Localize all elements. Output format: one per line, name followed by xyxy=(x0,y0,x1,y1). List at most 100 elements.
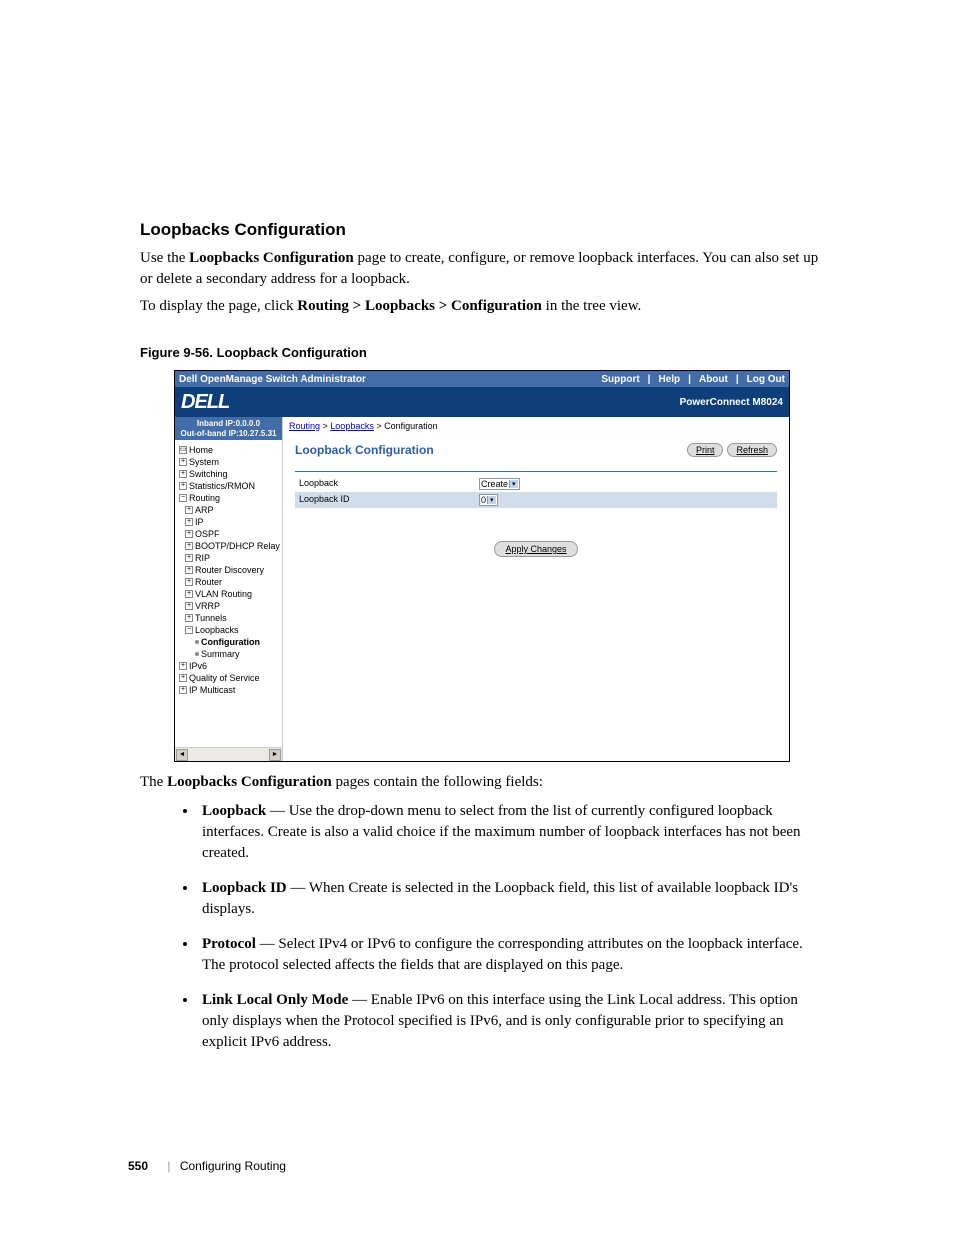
logo-bar: DELL PowerConnect M8024 xyxy=(175,387,789,417)
outband-ip: Out-of-band IP:10.27.5.31 xyxy=(176,429,281,439)
field-desc: — Select IPv4 or IPv6 to configure the c… xyxy=(202,936,803,973)
breadcrumb: Routing > Loopbacks > Configuration xyxy=(283,417,789,435)
text-bold: Loopbacks Configuration xyxy=(189,250,354,266)
expand-icon: + xyxy=(185,530,193,538)
expand-icon: + xyxy=(185,578,193,586)
select-loopback-id[interactable]: 0 ▾ xyxy=(479,494,498,506)
tree-stats[interactable]: +Statistics/RMON xyxy=(179,480,280,492)
expand-icon: + xyxy=(185,542,193,550)
breadcrumb-routing[interactable]: Routing xyxy=(289,421,320,431)
tree-routerdisc[interactable]: +Router Discovery xyxy=(179,564,280,576)
field-term: Protocol xyxy=(202,936,256,952)
tree-ipmulti[interactable]: +IP Multicast xyxy=(179,684,280,696)
tree-label: BOOTP/DHCP Relay Ag xyxy=(195,541,282,551)
ip-panel: Inband IP:0.0.0.0 Out-of-band IP:10.27.5… xyxy=(175,417,282,440)
tree-home[interactable]: ▭Home xyxy=(179,444,280,456)
tree-router[interactable]: +Router xyxy=(179,576,280,588)
tree-switching[interactable]: +Switching xyxy=(179,468,280,480)
refresh-button[interactable]: Refresh xyxy=(727,443,777,457)
text: in the tree view. xyxy=(542,298,641,314)
tree-label: IP xyxy=(195,517,204,527)
intro-paragraph-2: To display the page, click Routing > Loo… xyxy=(140,296,824,317)
field-item: Loopback — Use the drop-down menu to sel… xyxy=(198,801,824,864)
tree-label: Tunnels xyxy=(195,613,227,623)
tree-tunnels[interactable]: +Tunnels xyxy=(179,612,280,624)
leaf-icon xyxy=(195,640,199,644)
tree-label: Statistics/RMON xyxy=(189,481,255,491)
chapter-title: Configuring Routing xyxy=(180,1159,286,1173)
chevron-down-icon: ▾ xyxy=(509,480,518,488)
inband-ip: Inband IP:0.0.0.0 xyxy=(176,419,281,429)
tree-ipv6[interactable]: +IPv6 xyxy=(179,660,280,672)
tree-rip[interactable]: +RIP xyxy=(179,552,280,564)
breadcrumb-loopbacks[interactable]: Loopbacks xyxy=(330,421,374,431)
intro-paragraph-1: Use the Loopbacks Configuration page to … xyxy=(140,248,824,290)
label-loopback-id: Loopback ID xyxy=(299,494,479,506)
tree-vlanrouting[interactable]: +VLAN Routing xyxy=(179,588,280,600)
select-loopback[interactable]: Create ▾ xyxy=(479,478,520,490)
expand-icon: + xyxy=(179,482,187,490)
expand-icon: + xyxy=(185,590,193,598)
tree-system[interactable]: +System xyxy=(179,456,280,468)
text-bold: Routing > Loopbacks > Configuration xyxy=(297,298,542,314)
app-title: Dell OpenManage Switch Administrator xyxy=(179,374,366,385)
field-item: Loopback ID — When Create is selected in… xyxy=(198,878,824,920)
tree-label: VLAN Routing xyxy=(195,589,252,599)
tree-label: IP Multicast xyxy=(189,685,235,695)
text: The xyxy=(140,774,167,790)
footer-separator: | xyxy=(167,1159,170,1173)
divider: | xyxy=(736,374,739,385)
select-value: Create xyxy=(481,479,508,489)
tree-ip[interactable]: +IP xyxy=(179,516,280,528)
section-heading: Loopbacks Configuration xyxy=(140,220,824,240)
chevron-down-icon: ▾ xyxy=(487,496,496,504)
field-desc: — Use the drop-down menu to select from … xyxy=(202,803,801,861)
tree-loopbacks[interactable]: −Loopbacks xyxy=(179,624,280,636)
field-item: Link Local Only Mode — Enable IPv6 on th… xyxy=(198,990,824,1053)
tree-bootp[interactable]: +BOOTP/DHCP Relay Ag xyxy=(179,540,280,552)
scroll-right-icon[interactable]: ► xyxy=(269,749,281,761)
tree-routing[interactable]: −Routing xyxy=(179,492,280,504)
print-button[interactable]: Print xyxy=(687,443,724,457)
leaf-icon xyxy=(195,652,199,656)
expand-icon: + xyxy=(179,458,187,466)
apply-changes-button[interactable]: Apply Changes xyxy=(494,541,577,557)
screenshot-figure: Dell OpenManage Switch Administrator Sup… xyxy=(174,370,790,762)
tree-label: Quality of Service xyxy=(189,673,260,683)
tree-configuration[interactable]: Configuration xyxy=(179,636,280,648)
text: To display the page, click xyxy=(140,298,297,314)
tree-label: Loopbacks xyxy=(195,625,239,635)
expand-icon: + xyxy=(179,662,187,670)
dell-logo: DELL xyxy=(181,391,229,414)
app-titlebar: Dell OpenManage Switch Administrator Sup… xyxy=(175,371,789,387)
tree-label: Configuration xyxy=(201,637,260,647)
expand-icon: + xyxy=(185,614,193,622)
page-footer: 550 | Configuring Routing xyxy=(128,1159,286,1173)
tree-vrrp[interactable]: +VRRP xyxy=(179,600,280,612)
tree-label: Switching xyxy=(189,469,228,479)
divider: | xyxy=(688,374,691,385)
about-link[interactable]: About xyxy=(699,374,728,385)
tree-ospf[interactable]: +OSPF xyxy=(179,528,280,540)
after-paragraph: The Loopbacks Configuration pages contai… xyxy=(140,772,824,793)
expand-icon: + xyxy=(185,602,193,610)
expand-icon: + xyxy=(179,686,187,694)
expand-icon: + xyxy=(185,518,193,526)
logout-link[interactable]: Log Out xyxy=(747,374,785,385)
tree-label: Router xyxy=(195,577,222,587)
tree-summary[interactable]: Summary xyxy=(179,648,280,660)
form-table: Loopback Create ▾ Loopback ID 0 ▾ xyxy=(295,471,777,508)
field-item: Protocol — Select IPv4 or IPv6 to config… xyxy=(198,934,824,976)
support-link[interactable]: Support xyxy=(601,374,639,385)
breadcrumb-current: Configuration xyxy=(384,421,438,431)
help-link[interactable]: Help xyxy=(658,374,680,385)
nav-tree: ▭Home +System +Switching +Statistics/RMO… xyxy=(175,440,282,747)
tree-label: Home xyxy=(189,445,213,455)
text: pages contain the following fields: xyxy=(332,774,543,790)
divider: | xyxy=(648,374,651,385)
tree-arp[interactable]: +ARP xyxy=(179,504,280,516)
nav-scrollbar[interactable]: ◄ ► xyxy=(175,747,282,761)
tree-qos[interactable]: +Quality of Service xyxy=(179,672,280,684)
scroll-left-icon[interactable]: ◄ xyxy=(176,749,188,761)
text: Use the xyxy=(140,250,189,266)
